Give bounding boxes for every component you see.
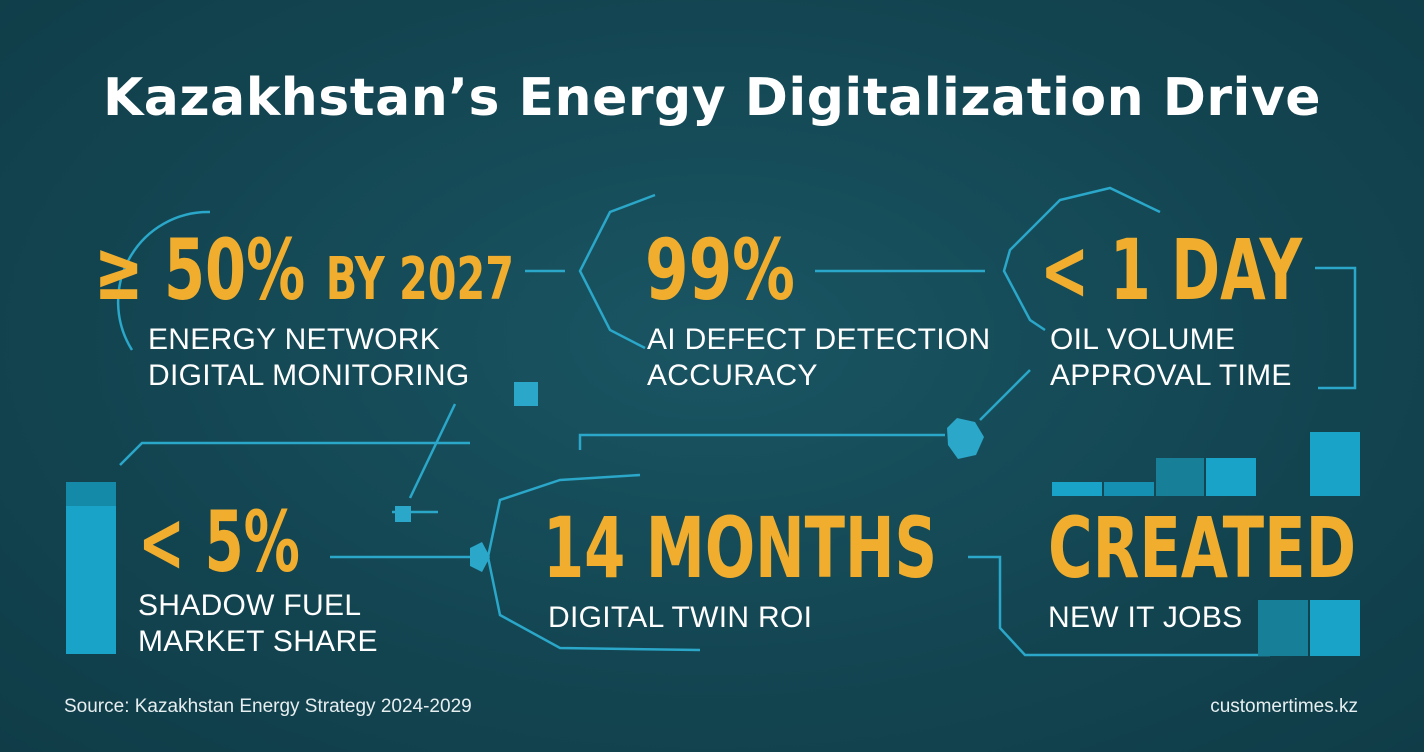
page-title: Kazakhstan’s Energy Digitalization Drive xyxy=(102,68,1322,128)
stat-value-shadow-fuel: < 5% xyxy=(138,493,300,591)
node-polygon xyxy=(470,542,490,572)
node-polygon xyxy=(947,418,984,459)
stat-value-digital-twin: 14 MONTHS xyxy=(543,499,938,597)
bar-decoration xyxy=(1258,600,1308,656)
stat-value-approval-time: < 1 DAY xyxy=(1040,221,1303,319)
site-link[interactable]: customertimes.kz xyxy=(1210,696,1358,717)
stat-value-it-jobs: CREATED xyxy=(1048,499,1357,597)
bar-decoration xyxy=(66,482,116,654)
node-square xyxy=(395,506,411,522)
stat-label-digital-twin: DIGITAL TWIN ROI xyxy=(548,601,813,634)
stat-label-network-monitoring: ENERGY NETWORK DIGITAL MONITORING xyxy=(148,323,470,392)
node-square xyxy=(514,382,538,406)
source-note: Source: Kazakhstan Energy Strategy 2024-… xyxy=(64,696,472,717)
stat-value-network-monitoring: ≥ 50% BY 2027 xyxy=(94,221,515,319)
stat-label-approval-time: OIL VOLUME APPROVAL TIME xyxy=(1050,323,1292,392)
stat-label-shadow-fuel: SHADOW FUEL MARKET SHARE xyxy=(138,589,378,658)
arc-decoration xyxy=(116,210,211,351)
stat-value-defect-accuracy: 99% xyxy=(645,221,795,319)
bar-decoration xyxy=(1052,482,1102,496)
stat-label-it-jobs: NEW IT JOBS xyxy=(1048,601,1243,634)
stat-label-defect-accuracy: AI DEFECT DETECTION ACCURACY xyxy=(647,323,991,392)
